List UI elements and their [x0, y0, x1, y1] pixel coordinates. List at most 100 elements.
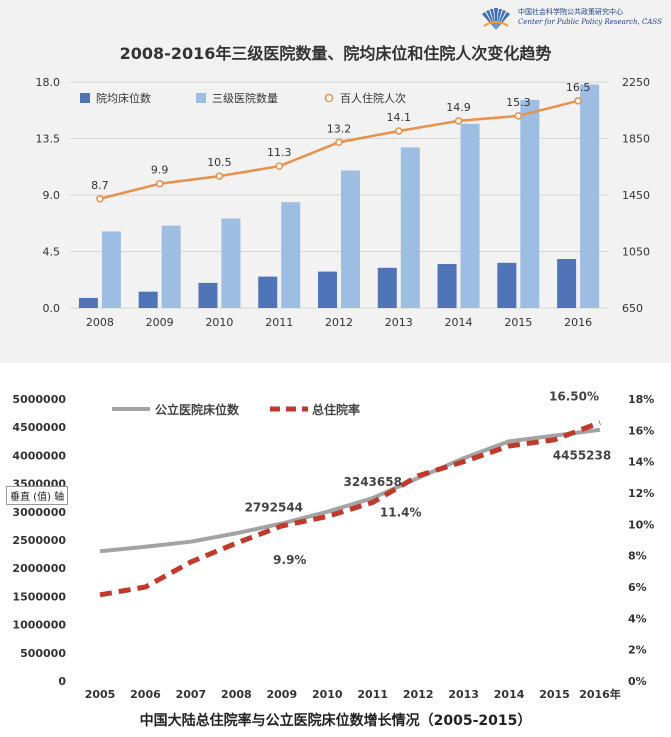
- x-tick-label: 2005: [85, 688, 116, 701]
- chart2-panel: [0, 378, 671, 737]
- line-public-beds: [99, 427, 601, 554]
- y-right-tick-label: 18%: [628, 393, 654, 406]
- data-label-admissions: 14.9: [446, 101, 471, 114]
- y-right-tick-label: 4%: [628, 612, 647, 625]
- legend-label-bed: 院均床位数: [96, 91, 151, 105]
- y-right-tick-label: 12%: [628, 487, 654, 500]
- data-label-admissions: 10.5: [207, 156, 232, 169]
- x-tick-label: 2016年: [579, 687, 621, 701]
- x-tick-label: 2009: [267, 688, 298, 701]
- y-right-tick-label: 6%: [628, 581, 647, 594]
- logo-name-cn: 中国社会科学院公共政策研究中心: [518, 8, 623, 16]
- annotation-rate-2016: 16.50%: [549, 390, 599, 404]
- y-right-tick-label: 1850: [622, 133, 650, 146]
- point-admissions: [96, 195, 104, 203]
- legend-swatch-hospital: [196, 93, 206, 103]
- data-label-admissions: 8.7: [91, 179, 109, 192]
- data-label-admissions: 11.3: [267, 146, 292, 159]
- bar-bed-count: [497, 262, 517, 308]
- point-admissions: [574, 97, 582, 105]
- cass-logo: 中国社会科学院公共政策研究中心 Center for Public Policy…: [476, 4, 666, 34]
- bar-hospital-count: [580, 84, 600, 308]
- annotation-beds-2011: 3243658: [344, 475, 402, 489]
- x-tick-label: 2015: [504, 316, 532, 329]
- y-left-tick-label: 2000000: [12, 562, 66, 575]
- legend-label-admissions: 百人住院人次: [340, 91, 406, 105]
- bar-hospital-count: [460, 123, 480, 308]
- x-tick-label: 2016: [564, 316, 592, 329]
- x-tick-label: 2011: [265, 316, 293, 329]
- bar-hospital-count: [520, 99, 540, 308]
- legend-label-hospital: 三级医院数量: [212, 91, 278, 105]
- data-label-admissions: 16.5: [566, 81, 591, 94]
- bar-bed-count: [377, 267, 397, 308]
- x-tick-label: 2014: [494, 688, 525, 701]
- bar-hospital-count: [281, 202, 301, 308]
- data-label-admissions: 14.1: [387, 111, 412, 124]
- data-label-admissions: 15.3: [506, 96, 531, 109]
- y-left-tick-label: 13.5: [36, 133, 61, 146]
- y-left-tick-label: 9.0: [43, 189, 61, 202]
- x-tick-label: 2010: [205, 316, 233, 329]
- y-left-tick-label: 0: [58, 675, 66, 688]
- bar-bed-count: [138, 291, 158, 308]
- bar-bed-count: [78, 297, 98, 308]
- y-left-tick-label: 4.5: [43, 246, 61, 259]
- y-left-tick-label: 1500000: [12, 590, 66, 603]
- axis-tooltip: 垂直 (值) 轴: [6, 486, 69, 505]
- y-right-tick-label: 1050: [622, 246, 650, 259]
- fan-logo-icon: [482, 8, 510, 30]
- y-right-tick-label: 8%: [628, 550, 647, 563]
- y-right-tick-label: 16%: [628, 424, 654, 437]
- x-tick-label: 2013: [385, 316, 413, 329]
- bar-bed-count: [318, 271, 337, 308]
- bar-bed-count: [198, 282, 218, 308]
- y-left-tick-label: 5000000: [12, 393, 66, 406]
- bar-bed-count: [557, 259, 577, 308]
- y-left-tick-label: 4500000: [12, 421, 66, 434]
- x-tick-label: 2014: [445, 316, 473, 329]
- y-left-tick-label: 4000000: [12, 449, 66, 462]
- x-tick-label: 2006: [130, 688, 161, 701]
- legend-marker-admissions: [324, 93, 334, 103]
- point-admissions: [514, 112, 523, 120]
- y-left-tick-label: 500000: [20, 647, 66, 660]
- x-tick-label: 2015: [539, 688, 570, 701]
- y-right-tick-label: 10%: [628, 518, 654, 531]
- bar-bed-count: [258, 276, 278, 308]
- bar-hospital-count: [101, 231, 121, 308]
- y-left-tick-label: 3000000: [12, 506, 66, 519]
- data-label-admissions: 13.2: [327, 122, 352, 135]
- legend-swatch-bed: [80, 93, 90, 103]
- bar-hospital-count: [341, 170, 360, 308]
- y-right-tick-label: 0%: [628, 675, 647, 688]
- logo-name-en: Center for Public Policy Research, CASS: [518, 18, 662, 26]
- data-label-admissions: 9.9: [151, 164, 169, 177]
- x-tick-label: 2013: [448, 688, 479, 701]
- y-right-tick-label: 2250: [622, 76, 650, 89]
- y-left-tick-label: 18.0: [36, 76, 61, 89]
- line-hospitalization-rate: [99, 420, 601, 598]
- chart2-caption: 中国大陆总住院率与公立医院床位数增长情况（2005-2015）: [139, 713, 532, 729]
- point-admissions: [155, 179, 164, 188]
- x-tick-label: 2010: [312, 688, 343, 701]
- y-right-tick-label: 650: [622, 302, 643, 315]
- annotation-beds-2009: 2792544: [245, 501, 303, 515]
- y-right-tick-label: 1450: [622, 189, 650, 202]
- annotation-beds-2016: 4455238: [553, 449, 611, 463]
- bar-hospital-count: [161, 225, 181, 308]
- y-left-tick-label: 2500000: [12, 534, 66, 547]
- x-tick-label: 2012: [403, 688, 434, 701]
- x-tick-label: 2009: [146, 316, 174, 329]
- x-tick-label: 2007: [176, 688, 207, 701]
- bar-bed-count: [437, 264, 457, 308]
- y-left-tick-label: 1000000: [12, 619, 66, 632]
- chart1-svg: 0.0 4.5 9.0 13.5 18.0 650 1050 1450 1850 2250 2008…: [36, 76, 651, 329]
- x-tick-label: 2008: [86, 316, 114, 329]
- bar-hospital-count: [400, 147, 420, 308]
- chart1-title: 2008-2016年三级医院数量、院均床位和住院人次变化趋势: [119, 44, 552, 63]
- point-admissions: [275, 162, 283, 170]
- point-admissions: [335, 138, 343, 147]
- x-tick-label: 2012: [325, 316, 353, 329]
